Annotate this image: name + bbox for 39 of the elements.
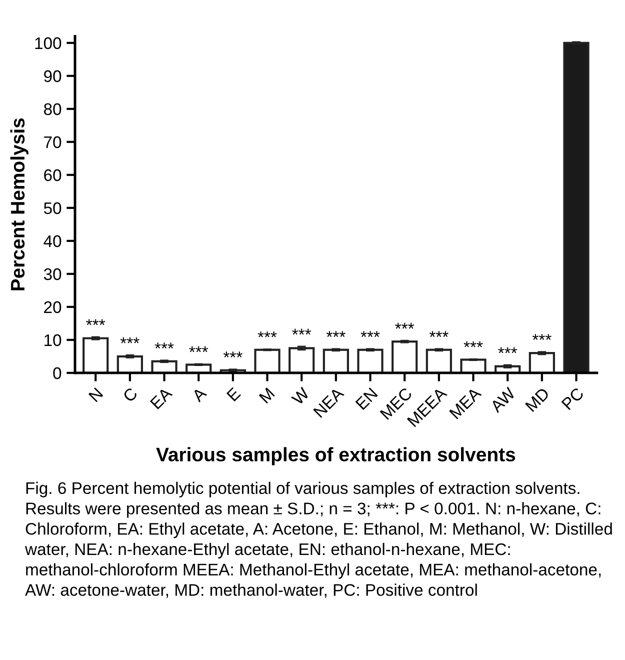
y-tick-label: 0 (53, 367, 62, 380)
annotation: *** (223, 352, 242, 358)
y-axis-title: Percent Hemolysis (10, 118, 28, 290)
annotation: *** (360, 331, 380, 337)
annotation: *** (292, 328, 312, 335)
y-tick-label: 30 (44, 268, 62, 280)
annotation: *** (498, 347, 518, 354)
y-tick-label: 40 (44, 235, 62, 248)
x-tick-label: E (226, 387, 241, 402)
x-tick-label: C (122, 386, 138, 403)
x-tick-label: W (290, 386, 310, 406)
y-tick-label: 80 (44, 103, 62, 116)
annotation: *** (429, 331, 448, 337)
annotation: *** (189, 346, 208, 352)
annotation: *** (120, 337, 140, 344)
annotation: *** (86, 319, 106, 326)
x-tick-label: PC (561, 386, 584, 410)
y-tick-label: 20 (44, 301, 62, 314)
x-tick-label: A (191, 386, 208, 402)
y-tick-label: 100 (35, 37, 62, 50)
annotation: *** (154, 342, 174, 349)
y-tick-label: 10 (44, 334, 62, 346)
annotation: *** (464, 341, 483, 348)
y-tick-label: 50 (44, 202, 62, 214)
annotation: *** (258, 331, 277, 338)
y-tick-label: 60 (44, 169, 62, 182)
annotation: *** (532, 334, 552, 340)
x-tick-label: EA (150, 386, 173, 410)
y-tick-label: 90 (44, 70, 62, 82)
x-tick-label: AW (490, 386, 516, 414)
x-tick-label: MD (525, 387, 550, 412)
caption: Fig. 6 Percent hemolytic potential of various samples of extraction solvents. Results were presented as mean ± S.D.; n = 3; ***: P < 0.001. N: n-hexane, C: Chloroform, EA: Ethyl acetate, A: Acetone, E: Ethanol, M: Methanol, W: Distilled water, NEA: n-hexane-Ethyl acetate, EN: ethanol-n-hexane, MEC: methanol-chloroform MEEA: Methanol-Ethyl acetate, MEA: methanol-acetone, AW: acetone-water, MD: methanol-water, PC: Positive control (24, 482, 612, 598)
x-axis-title: Various samples of extraction solvents (156, 447, 516, 466)
annotation: *** (326, 331, 346, 337)
y-tick-label: 70 (44, 136, 62, 148)
annotation: *** (395, 322, 414, 329)
x-tick-label: N (88, 387, 104, 402)
x-tick-label: EN (355, 387, 378, 410)
x-tick-label: M (258, 387, 275, 404)
